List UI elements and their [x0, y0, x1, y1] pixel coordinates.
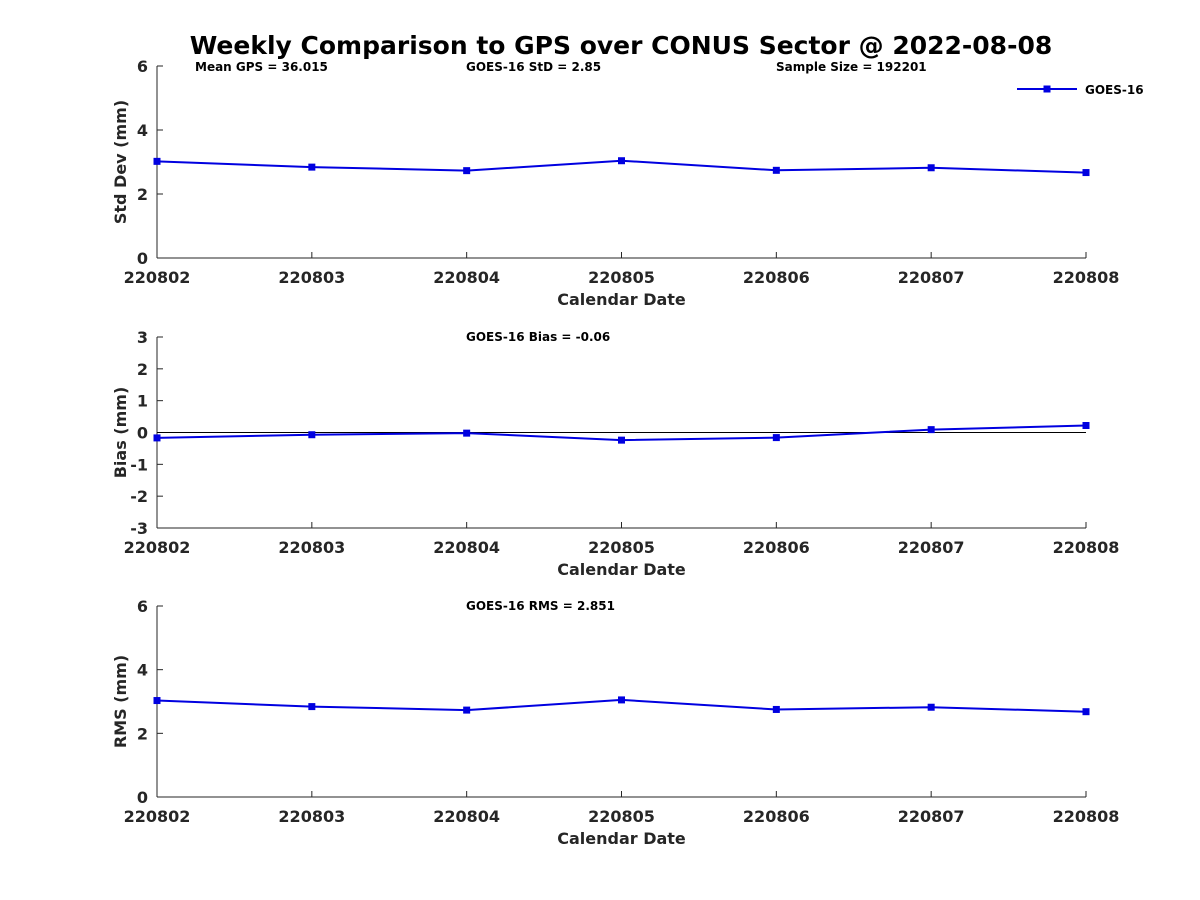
data-point [153, 697, 161, 705]
data-point [1082, 708, 1090, 716]
x-tick-label: 220803 [278, 538, 345, 557]
x-tick-label: 220804 [433, 807, 500, 826]
legend-marker-swatch [1043, 85, 1051, 93]
x-tick-label: 220808 [1053, 538, 1120, 557]
y-axis-label: Std Dev (mm) [111, 100, 130, 224]
data-point [308, 431, 316, 439]
x-tick-label: 220803 [278, 807, 345, 826]
data-point [308, 163, 316, 171]
x-tick-label: 220802 [124, 268, 191, 287]
subplot-1: 0 2 4 6 220802 220803 220804 220805 220806 220807… [111, 57, 1119, 309]
y-axis-label: Bias (mm) [111, 387, 130, 479]
y-tick-label: 0 [137, 788, 148, 807]
data-point [772, 166, 780, 174]
data-point [153, 157, 161, 165]
data-point [308, 703, 316, 711]
data-point [772, 434, 780, 442]
x-tick-label: 220803 [278, 268, 345, 287]
y-tick-label: 6 [137, 57, 148, 76]
x-tick-label: 220805 [588, 807, 655, 826]
y-tick-label: 4 [137, 121, 148, 140]
data-point [927, 164, 935, 172]
stat-annotation: GOES-16 StD = 2.85 [466, 60, 601, 74]
x-tick-label: 220807 [898, 268, 965, 287]
x-tick-label: 220804 [433, 538, 500, 557]
y-tick-label: 2 [137, 360, 148, 379]
data-point [772, 705, 780, 713]
x-tick-label: 220805 [588, 268, 655, 287]
x-tick-label: 220807 [898, 538, 965, 557]
y-tick-label: 4 [137, 661, 148, 680]
x-axis-label: Calendar Date [557, 829, 686, 848]
y-tick-label: 6 [137, 597, 148, 616]
y-tick-label: 2 [137, 724, 148, 743]
x-tick-label: 220802 [124, 538, 191, 557]
data-point [1082, 169, 1090, 177]
x-axis-label: Calendar Date [557, 290, 686, 309]
figure-title: Weekly Comparison to GPS over CONUS Sect… [190, 31, 1053, 60]
x-tick-label: 220802 [124, 807, 191, 826]
x-tick-label: 220806 [743, 538, 810, 557]
x-tick-label: 220808 [1053, 807, 1120, 826]
data-point [463, 706, 471, 714]
data-point [927, 426, 935, 434]
x-tick-label: 220806 [743, 807, 810, 826]
data-point [463, 429, 471, 437]
y-tick-label: 0 [137, 424, 148, 443]
stat-annotation: Mean GPS = 36.015 [195, 60, 328, 74]
stat-annotation: GOES-16 Bias = -0.06 [466, 330, 610, 344]
data-point [153, 434, 161, 442]
data-point [463, 167, 471, 175]
legend-label: GOES-16 [1085, 83, 1144, 97]
data-point [618, 157, 625, 165]
x-axis-label: Calendar Date [557, 560, 686, 579]
y-tick-label: -1 [130, 455, 148, 474]
y-tick-label: 2 [137, 185, 148, 204]
x-tick-label: 220808 [1053, 268, 1120, 287]
y-tick-label: 0 [137, 249, 148, 268]
legend: GOES-16 [1017, 83, 1144, 97]
subplot-2: -3 -2 -1 0 1 2 3 220802 220803 220804 220805 220806… [111, 328, 1119, 579]
y-tick-label: -3 [130, 519, 148, 538]
data-point [927, 703, 935, 711]
stat-annotation: Sample Size = 192201 [776, 60, 927, 74]
data-point [618, 696, 625, 704]
data-point [1082, 421, 1090, 429]
x-tick-label: 220805 [588, 538, 655, 557]
y-tick-label: 1 [137, 392, 148, 411]
x-tick-label: 220807 [898, 807, 965, 826]
y-tick-label: -2 [130, 487, 148, 506]
stat-annotation: GOES-16 RMS = 2.851 [466, 599, 615, 613]
x-tick-label: 220806 [743, 268, 810, 287]
data-point [618, 436, 625, 444]
subplots: 0 2 4 6 220802 220803 220804 220805 220806 220807… [111, 57, 1119, 848]
y-axis-label: RMS (mm) [111, 655, 130, 748]
subplot-3: 0 2 4 6 220802 220803 220804 220805 220806 220807… [111, 597, 1119, 848]
y-tick-label: 3 [137, 328, 148, 347]
x-tick-label: 220804 [433, 268, 500, 287]
